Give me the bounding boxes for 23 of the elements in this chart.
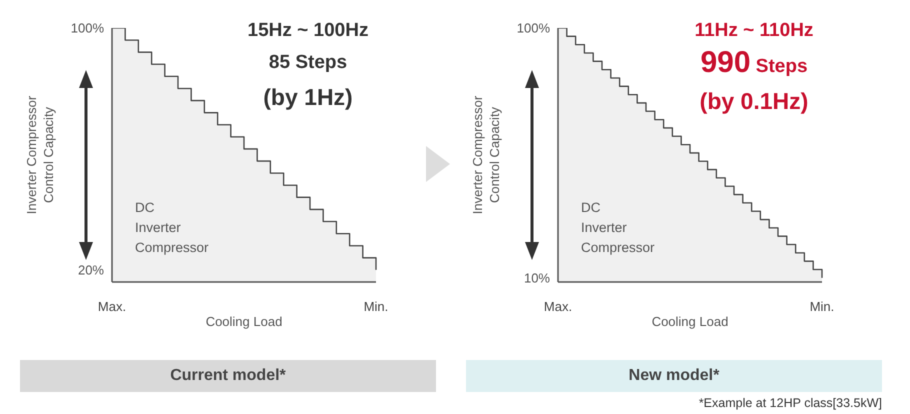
annotation: DC Inverter Compressor [581,199,655,257]
x-tick-label: Min. [364,299,388,314]
y-tick-label: 100% [516,20,550,36]
y-tick-label: 10% [524,270,550,286]
annotation: (by 0.1Hz) [698,87,810,116]
x-axis-title: Cooling Load [652,314,728,329]
x-tick-label: Min. [810,299,834,314]
x-tick-label: Max. [544,299,572,314]
annotation: 990 Steps [700,46,808,79]
x-tick-label: Max. [98,299,126,314]
annotation: 85 Steps [268,52,348,73]
y-axis-title: Inverter Compressor Control Capacity [24,95,56,214]
annotation: DC Inverter Compressor [135,199,209,257]
text: New model* [466,360,882,392]
annotation: (by 1Hz) [262,83,354,112]
y-tick-label: 20% [78,262,104,278]
text: Current model* [20,360,436,392]
annotation: 11Hz ~ 110Hz [694,19,814,43]
x-axis-title: Cooling Load [206,314,282,329]
text: *Example at 12HP class[33.5kW] [698,396,882,410]
annotation: 15Hz ~ 100Hz [246,19,370,43]
y-tick-label: 100% [70,20,104,36]
y-axis-title: Inverter Compressor Control Capacity [470,95,502,214]
